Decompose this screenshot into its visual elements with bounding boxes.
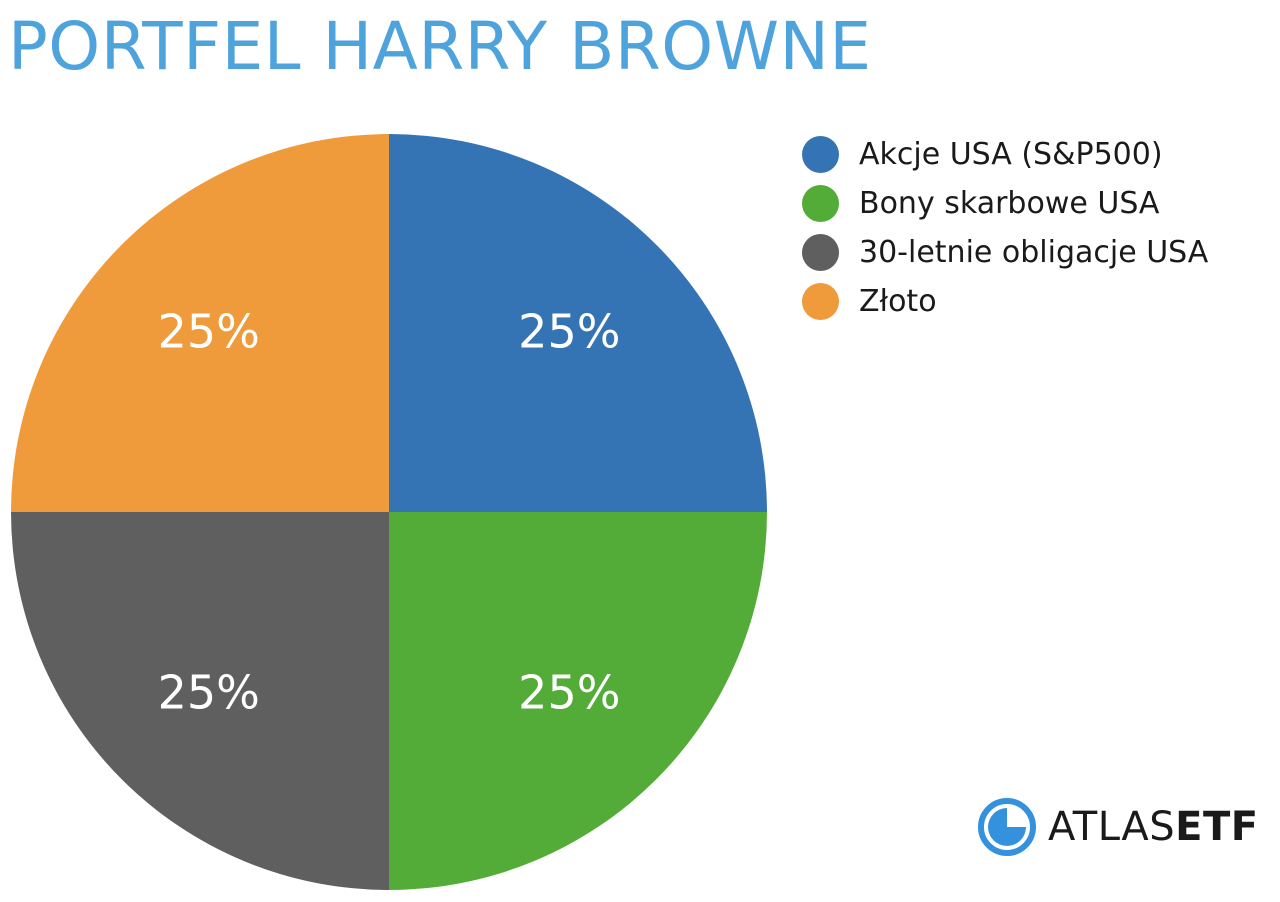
slice-label-3: 25% xyxy=(158,305,260,359)
legend-swatch-0 xyxy=(802,136,839,173)
legend-item-2: 30-letnie obligacje USA xyxy=(802,228,1208,277)
logo-text-bold: ETF xyxy=(1175,804,1259,850)
legend-item-0: Akcje USA (S&P500) xyxy=(802,130,1208,179)
atlas-globe-icon xyxy=(978,798,1036,856)
pie-slice-0 xyxy=(389,134,767,512)
legend-label-3: Złoto xyxy=(859,284,937,319)
legend: Akcje USA (S&P500) Bony skarbowe USA 30-le… xyxy=(802,130,1208,326)
brand-logo: ATLASETF xyxy=(978,798,1259,856)
legend-item-3: Złoto xyxy=(802,277,1208,326)
logo-text-regular: ATLAS xyxy=(1048,804,1176,850)
legend-label-2: 30-letnie obligacje USA xyxy=(859,235,1209,270)
legend-item-1: Bony skarbowe USA xyxy=(802,179,1208,228)
pie-slice-2 xyxy=(11,512,389,890)
pie-chart: 25% 25% 25% 25% xyxy=(11,134,767,890)
legend-label-0: Akcje USA (S&P500) xyxy=(859,137,1163,172)
slice-label-2: 25% xyxy=(158,665,260,719)
legend-swatch-2 xyxy=(802,234,839,271)
chart-title: PORTFEL HARRY BROWNE xyxy=(8,8,872,85)
slice-label-0: 25% xyxy=(518,305,620,359)
legend-label-1: Bony skarbowe USA xyxy=(859,186,1160,221)
pie-slice-1 xyxy=(389,512,767,890)
logo-text: ATLASETF xyxy=(1048,804,1259,850)
pie-slice-3 xyxy=(11,134,389,512)
legend-swatch-3 xyxy=(802,283,839,320)
slice-label-1: 25% xyxy=(518,665,620,719)
legend-swatch-1 xyxy=(802,185,839,222)
